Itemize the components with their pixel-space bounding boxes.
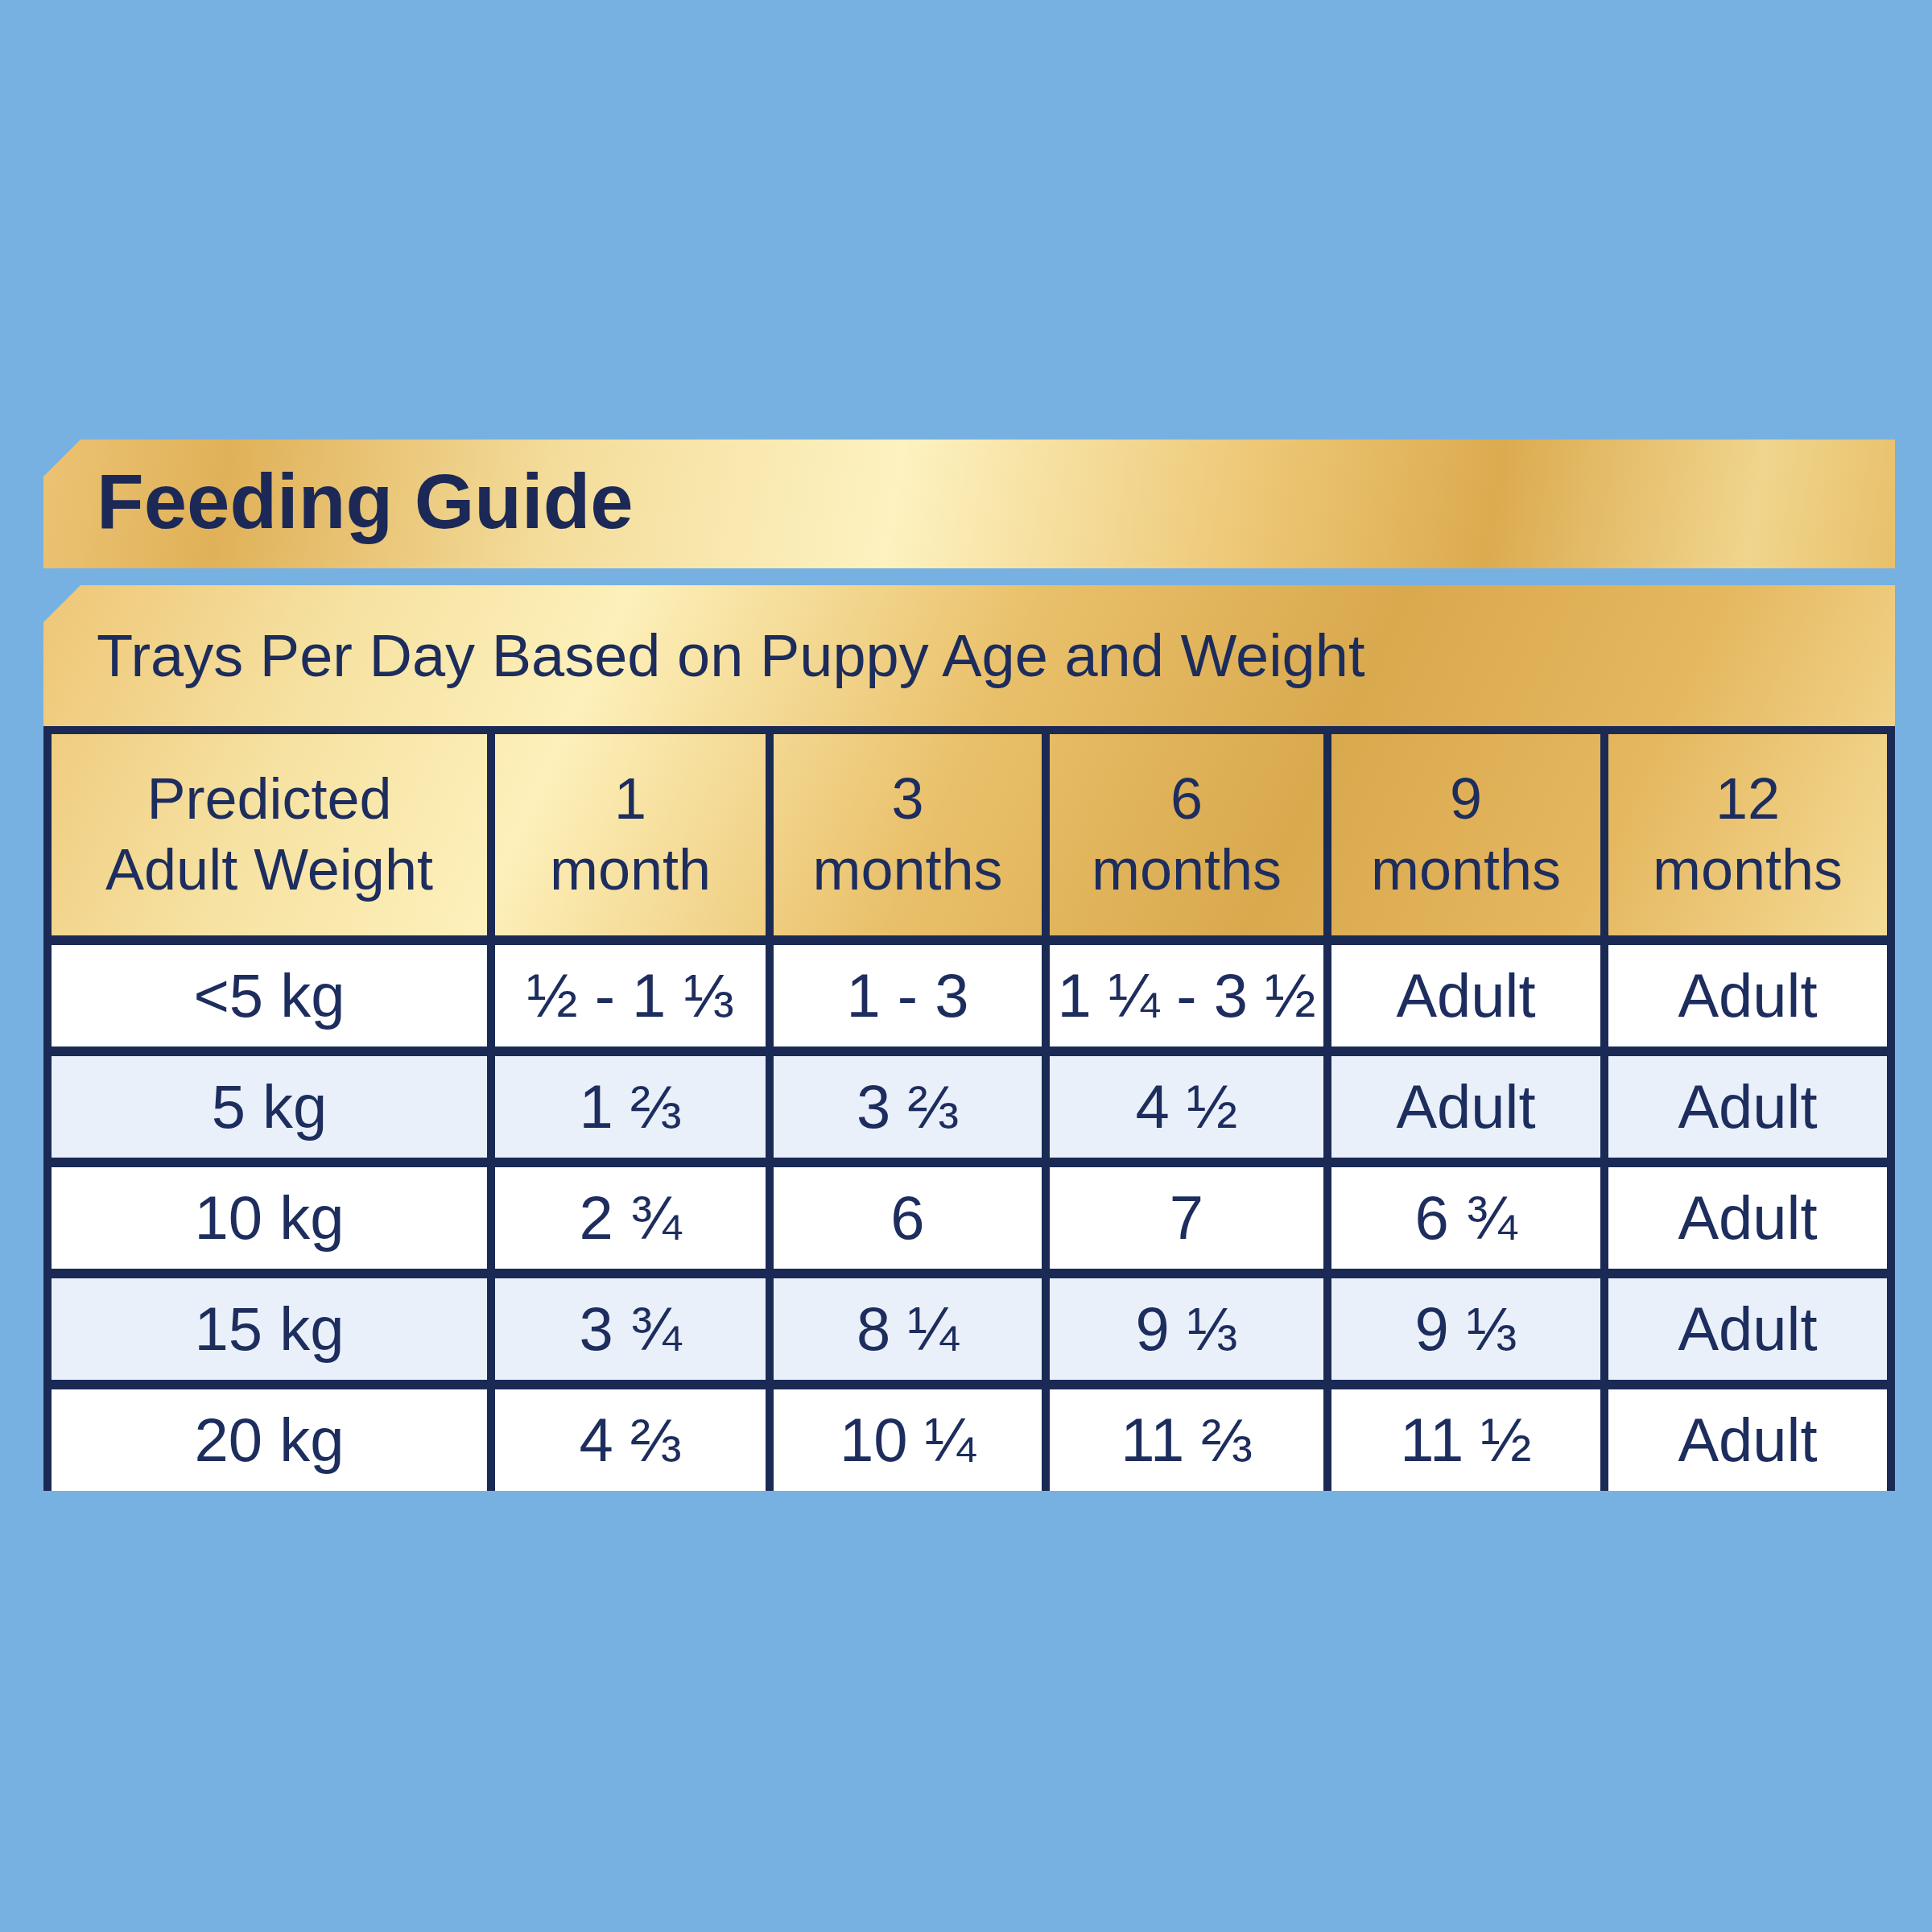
trays-cell-5-kg-3-months: 3 ⅔: [774, 1056, 1050, 1167]
column-header-12-months: 12months: [1608, 734, 1887, 945]
column-header-3-months: 3months: [774, 734, 1050, 945]
trays-cell-5-kg-6-months: 1 ¼ - 3 ½: [1050, 945, 1331, 1056]
trays-cell-5-kg-9-months: Adult: [1331, 945, 1608, 1056]
column-header-line: 12: [1715, 764, 1780, 835]
column-header-9-months: 9months: [1331, 734, 1608, 945]
packaging-feeding-guide-panel: Feeding Guide Trays Per Day Based on Pup…: [0, 0, 1932, 1932]
trays-cell-20-kg-3-months: 10 ¼: [774, 1389, 1050, 1491]
trays-cell-10-kg-1-month: 2 ¾: [495, 1167, 774, 1278]
trays-cell-5-kg-9-months: Adult: [1331, 1056, 1608, 1167]
weight-cell-15-kg: 15 kg: [52, 1278, 495, 1389]
trays-cell-5-kg-1-month: 1 ⅔: [495, 1056, 774, 1167]
weight-cell-20-kg: 20 kg: [52, 1389, 495, 1491]
feeding-guide-banner: Feeding Guide: [43, 440, 1895, 568]
page-title: Feeding Guide: [43, 457, 634, 551]
trays-cell-15-kg-12-months: Adult: [1608, 1278, 1887, 1389]
trays-cell-20-kg-12-months: Adult: [1608, 1389, 1887, 1491]
weight-cell-5-kg: 5 kg: [52, 1056, 495, 1167]
trays-cell-20-kg-6-months: 11 ⅔: [1050, 1389, 1331, 1491]
trays-cell-20-kg-1-month: 4 ⅔: [495, 1389, 774, 1491]
column-header-line: month: [550, 835, 711, 906]
column-header-6-months: 6months: [1050, 734, 1331, 945]
trays-cell-10-kg-12-months: Adult: [1608, 1167, 1887, 1278]
trays-cell-15-kg-1-month: 3 ¾: [495, 1278, 774, 1389]
feeding-table: PredictedAdult Weight1month3months6month…: [43, 726, 1895, 1491]
column-header-line: 9: [1450, 764, 1482, 835]
trays-cell-15-kg-6-months: 9 ⅓: [1050, 1278, 1331, 1389]
column-header-line: 3: [891, 764, 923, 835]
column-header-line: months: [1371, 835, 1561, 906]
column-header-line: 6: [1170, 764, 1203, 835]
trays-cell-10-kg-3-months: 6: [774, 1167, 1050, 1278]
trays-cell-5-kg-6-months: 4 ½: [1050, 1056, 1331, 1167]
column-header-line: Adult Weight: [105, 835, 433, 906]
column-header-line: months: [1653, 835, 1843, 906]
trays-cell-15-kg-3-months: 8 ¼: [774, 1278, 1050, 1389]
column-header-1-month: 1month: [495, 734, 774, 945]
trays-cell-10-kg-6-months: 7: [1050, 1167, 1331, 1278]
feeding-guide-block: Trays Per Day Based on Puppy Age and Wei…: [43, 585, 1895, 1491]
weight-cell-5-kg: <5 kg: [52, 945, 495, 1056]
trays-cell-10-kg-9-months: 6 ¾: [1331, 1167, 1608, 1278]
table-subtitle: Trays Per Day Based on Puppy Age and Wei…: [43, 585, 1895, 726]
column-header-line: Predicted: [147, 764, 391, 835]
weight-cell-10-kg: 10 kg: [52, 1167, 495, 1278]
trays-cell-15-kg-9-months: 9 ⅓: [1331, 1278, 1608, 1389]
column-header-line: months: [1092, 835, 1282, 906]
trays-cell-5-kg-12-months: Adult: [1608, 1056, 1887, 1167]
trays-cell-20-kg-9-months: 11 ½: [1331, 1389, 1608, 1491]
column-header-line: 1: [614, 764, 646, 835]
trays-cell-5-kg-1-month: ½ - 1 ⅓: [495, 945, 774, 1056]
column-header-predicted-adult-weight: PredictedAdult Weight: [52, 734, 495, 945]
trays-cell-5-kg-12-months: Adult: [1608, 945, 1887, 1056]
trays-cell-5-kg-3-months: 1 - 3: [774, 945, 1050, 1056]
column-header-line: months: [812, 835, 1002, 906]
